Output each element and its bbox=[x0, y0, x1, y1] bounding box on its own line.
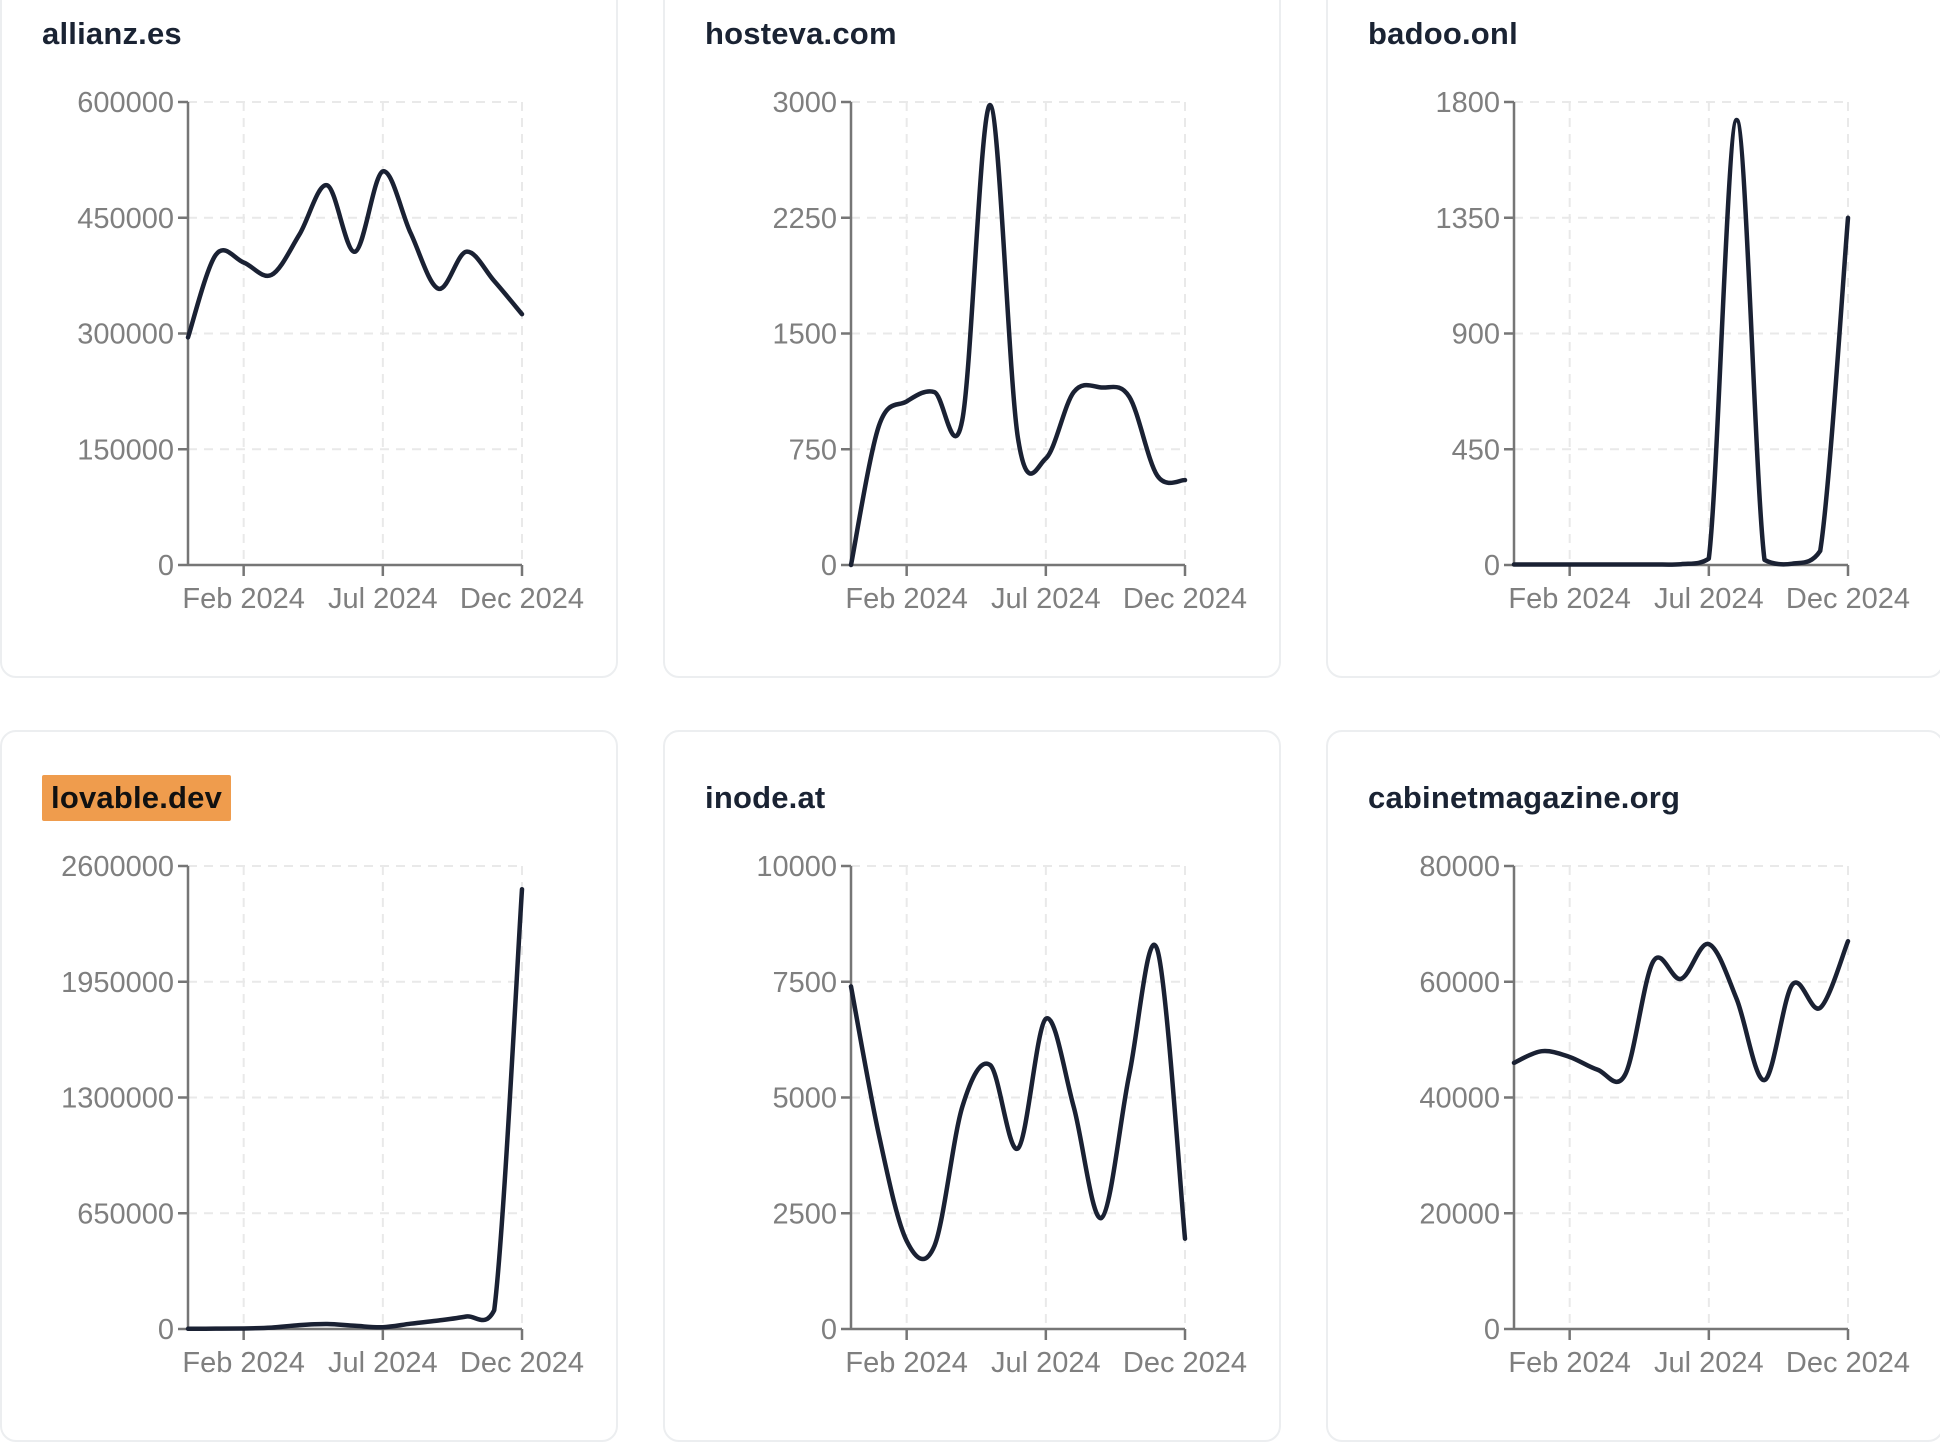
y-axis-label: 1300000 bbox=[61, 1083, 174, 1115]
y-axis-label: 20000 bbox=[1419, 1198, 1500, 1230]
y-axis-label: 40000 bbox=[1419, 1083, 1500, 1115]
chart-line bbox=[185, 886, 525, 1332]
chart-area: 0 650000 1300000 1950000 2600000 Feb 2024 Jul … bbox=[2, 732, 620, 1444]
chart-area: 0 2500 5000 7500 10000 Feb 2024 Jul 2024 Dec 20… bbox=[665, 732, 1283, 1444]
chart-title[interactable]: cabinetmagazine.org bbox=[1368, 780, 1680, 816]
traffic-sparkline: 0 450 900 1350 1800 Feb 2024 Jul 2024 Dec 2024 bbox=[1435, 87, 1910, 615]
x-axis-label: Dec 2024 bbox=[460, 1347, 584, 1379]
x-axis-label: Dec 2024 bbox=[460, 583, 584, 615]
y-axis-label: 0 bbox=[158, 550, 174, 582]
y-axis-label: 0 bbox=[1484, 550, 1500, 582]
y-axis-label: 80000 bbox=[1419, 851, 1500, 883]
x-axis-label: Jul 2024 bbox=[1654, 583, 1764, 615]
x-axis-label: Dec 2024 bbox=[1786, 583, 1910, 615]
chart-area: 0 450 900 1350 1800 Feb 2024 Jul 2024 Dec 2024 bbox=[1328, 0, 1940, 680]
y-axis-label: 150000 bbox=[77, 434, 174, 466]
y-axis-label: 7500 bbox=[772, 967, 837, 999]
chart-title-text: inode.at bbox=[705, 780, 826, 815]
y-axis-label: 450 bbox=[1452, 434, 1500, 466]
x-axis-label: Jul 2024 bbox=[1654, 1347, 1764, 1379]
chart-area: 0 150000 300000 450000 600000 Feb 2024 Jul 202… bbox=[2, 0, 620, 680]
chart-line bbox=[1511, 117, 1851, 567]
chart-title[interactable]: allianz.es bbox=[42, 16, 182, 52]
chart-line bbox=[848, 943, 1188, 1262]
traffic-sparkline: 0 650000 1300000 1950000 2600000 Feb 2024 Jul … bbox=[61, 851, 584, 1379]
y-axis-label: 2250 bbox=[772, 203, 837, 235]
chart-area: 0 750 1500 2250 3000 Feb 2024 Jul 2024 Dec 2024 bbox=[665, 0, 1283, 680]
chart-title-text: cabinetmagazine.org bbox=[1368, 780, 1681, 815]
y-axis-label: 60000 bbox=[1419, 967, 1500, 999]
chart-title-text: badoo.onl bbox=[1368, 16, 1518, 51]
chart-title[interactable]: lovable.dev bbox=[42, 775, 232, 821]
traffic-sparkline: 0 150000 300000 450000 600000 Feb 2024 Jul 202… bbox=[77, 87, 584, 615]
traffic-sparkline: 0 750 1500 2250 3000 Feb 2024 Jul 2024 Dec 2024 bbox=[772, 87, 1247, 615]
x-axis-label: Feb 2024 bbox=[182, 583, 305, 615]
x-axis-label: Feb 2024 bbox=[845, 1347, 968, 1379]
x-axis-label: Feb 2024 bbox=[182, 1347, 305, 1379]
chart-title[interactable]: inode.at bbox=[705, 780, 825, 816]
y-axis-label: 2500 bbox=[772, 1198, 837, 1230]
x-axis-label: Jul 2024 bbox=[328, 583, 438, 615]
y-axis-label: 0 bbox=[158, 1314, 174, 1346]
x-axis-label: Dec 2024 bbox=[1123, 1347, 1247, 1379]
y-axis-label: 1350 bbox=[1435, 203, 1500, 235]
domain-chart-card[interactable]: 0 150000 300000 450000 600000 Feb 2024 Jul 202… bbox=[0, 0, 618, 678]
domain-chart-card[interactable]: 0 750 1500 2250 3000 Feb 2024 Jul 2024 Dec 2024… bbox=[663, 0, 1281, 678]
chart-title[interactable]: hosteva.com bbox=[705, 16, 897, 52]
y-axis-label: 300000 bbox=[77, 319, 174, 351]
y-axis-label: 900 bbox=[1452, 319, 1500, 351]
y-axis-label: 450000 bbox=[77, 203, 174, 235]
y-axis-label: 1950000 bbox=[61, 967, 174, 999]
y-axis-label: 0 bbox=[821, 1314, 837, 1346]
domain-chart-card[interactable]: 0 2500 5000 7500 10000 Feb 2024 Jul 2024 Dec 20… bbox=[663, 730, 1281, 1442]
x-axis-label: Jul 2024 bbox=[991, 583, 1101, 615]
x-axis-label: Feb 2024 bbox=[1508, 1347, 1631, 1379]
chart-area: 0 20000 40000 60000 80000 Feb 2024 Jul 2024 Dec… bbox=[1328, 732, 1940, 1444]
chart-title-text: lovable.dev bbox=[42, 775, 232, 821]
y-axis-label: 650000 bbox=[77, 1198, 174, 1230]
y-axis-label: 0 bbox=[1484, 1314, 1500, 1346]
y-axis-label: 1500 bbox=[772, 319, 837, 351]
chart-title-text: allianz.es bbox=[42, 16, 182, 51]
domain-chart-card[interactable]: 0 650000 1300000 1950000 2600000 Feb 2024 Jul … bbox=[0, 730, 618, 1442]
x-axis-label: Dec 2024 bbox=[1786, 1347, 1910, 1379]
chart-line bbox=[848, 102, 1188, 568]
traffic-sparkline: 0 20000 40000 60000 80000 Feb 2024 Jul 2024 Dec… bbox=[1419, 851, 1910, 1379]
chart-title-text: hosteva.com bbox=[705, 16, 897, 51]
chart-line bbox=[1511, 938, 1851, 1084]
chart-line bbox=[185, 169, 525, 340]
y-axis-label: 750 bbox=[789, 434, 837, 466]
y-axis-label: 5000 bbox=[772, 1083, 837, 1115]
y-axis-label: 600000 bbox=[77, 87, 174, 119]
y-axis-label: 3000 bbox=[772, 87, 837, 119]
y-axis-label: 0 bbox=[821, 550, 837, 582]
x-axis-label: Jul 2024 bbox=[991, 1347, 1101, 1379]
traffic-sparkline: 0 2500 5000 7500 10000 Feb 2024 Jul 2024 Dec 20… bbox=[756, 851, 1247, 1379]
y-axis-label: 1800 bbox=[1435, 87, 1500, 119]
y-axis-label: 10000 bbox=[756, 851, 837, 883]
y-axis-label: 2600000 bbox=[61, 851, 174, 883]
domain-chart-card[interactable]: 0 450 900 1350 1800 Feb 2024 Jul 2024 Dec 2024 … bbox=[1326, 0, 1940, 678]
domain-chart-card[interactable]: 0 20000 40000 60000 80000 Feb 2024 Jul 2024 Dec… bbox=[1326, 730, 1940, 1442]
chart-title[interactable]: badoo.onl bbox=[1368, 16, 1518, 52]
x-axis-label: Dec 2024 bbox=[1123, 583, 1247, 615]
x-axis-label: Jul 2024 bbox=[328, 1347, 438, 1379]
x-axis-label: Feb 2024 bbox=[1508, 583, 1631, 615]
x-axis-label: Feb 2024 bbox=[845, 583, 968, 615]
